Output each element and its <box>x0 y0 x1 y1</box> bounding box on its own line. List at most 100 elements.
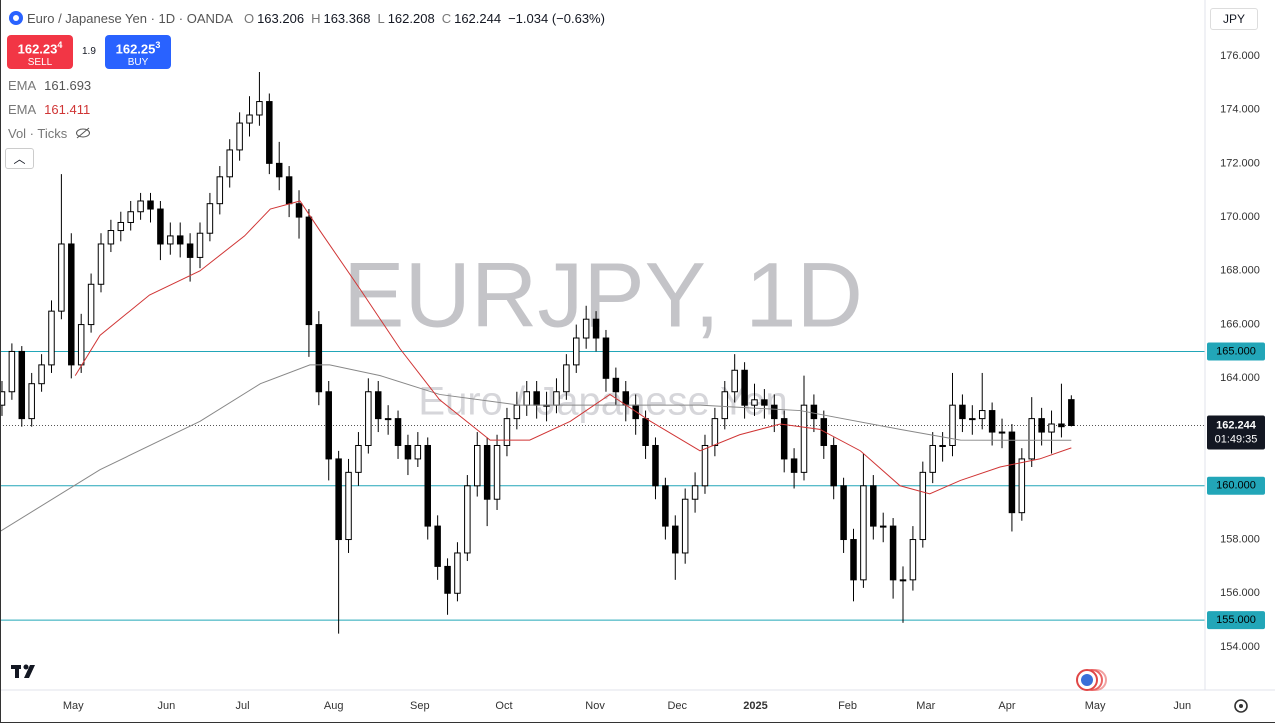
candle-body <box>28 383 35 420</box>
x-tick-label: May <box>1085 700 1106 712</box>
candle-body <box>800 404 808 473</box>
candle-body <box>374 391 382 420</box>
level-label: 160.000 <box>1216 480 1256 492</box>
sell-price: 162.23 <box>17 41 58 57</box>
candle-body <box>790 458 798 473</box>
collapse-button[interactable]: ︿ <box>5 148 34 169</box>
candle-body <box>127 211 134 223</box>
candle-body <box>879 525 887 528</box>
candle-body <box>355 444 362 473</box>
currency-button[interactable]: JPY <box>1210 8 1258 30</box>
event-flag[interactable] <box>1081 674 1093 686</box>
candle-body <box>1008 431 1016 514</box>
buy-button[interactable]: 162.253 BUY <box>105 35 171 69</box>
gear[interactable] <box>1234 699 1248 713</box>
level-badge <box>1207 476 1265 495</box>
candle-body <box>206 203 214 234</box>
indicator-value: 161.411 <box>44 102 91 117</box>
logo-part <box>23 664 29 670</box>
watermark: EURJPY, 1D <box>343 244 863 346</box>
x-tick-label: Jun <box>157 700 175 712</box>
candle-body <box>513 404 521 420</box>
eye <box>76 128 91 138</box>
candle-body <box>711 418 719 446</box>
x-tick-label: Nov <box>585 700 605 712</box>
candle-body <box>414 444 422 460</box>
candle-body <box>602 337 610 379</box>
candle-body <box>761 399 768 406</box>
candle-body <box>978 410 986 420</box>
candle-body <box>493 444 501 500</box>
y-tick-label: 158.000 <box>1220 533 1260 545</box>
candle-body <box>860 485 867 581</box>
candle-body <box>97 243 105 285</box>
axes: 154.000156.000158.000160.000162.000164.0… <box>63 50 1265 712</box>
gear-center[interactable] <box>1239 704 1243 708</box>
candle-body <box>1018 458 1026 514</box>
candle-body <box>236 122 243 151</box>
candle-body <box>365 391 372 446</box>
buy-price-wrap: 162.253 <box>105 38 171 56</box>
candle-body <box>850 539 857 581</box>
candle-body <box>662 485 669 527</box>
candle-body <box>582 318 590 339</box>
sell-button[interactable]: 162.234 SELL <box>7 35 73 69</box>
sell-label: SELL <box>27 57 53 69</box>
y-tick-label: 164.000 <box>1220 372 1260 384</box>
candle-body <box>553 391 560 406</box>
events-icon[interactable] <box>1076 669 1107 691</box>
ohlc-close: 162.244 <box>454 10 502 26</box>
indicator-name: EMA <box>8 78 37 93</box>
candle-body <box>345 471 352 541</box>
candle-body <box>216 176 224 205</box>
candle-body <box>117 221 125 232</box>
candle-body <box>503 418 511 446</box>
indicator-name: Vol · Ticks <box>8 126 68 141</box>
candle-body <box>305 216 313 326</box>
candle-body <box>998 431 1006 434</box>
candle-body <box>721 391 729 420</box>
buy-label: BUY <box>127 57 149 69</box>
x-tick-label: 2025 <box>743 700 767 712</box>
candle-body <box>8 350 16 393</box>
indicator-value: 161.693 <box>44 78 92 93</box>
candle-body <box>454 552 461 594</box>
candle-body <box>889 525 897 581</box>
candle-body <box>642 418 649 446</box>
ohlc-low: 162.208 <box>387 10 435 26</box>
candle-body <box>424 444 431 527</box>
candle-body <box>691 485 699 500</box>
candle-body <box>186 243 194 258</box>
ohlc-key: H <box>311 10 321 26</box>
indicator[interactable]: EMA 161.693 <box>8 78 91 93</box>
candle-body <box>226 149 233 178</box>
candle-body <box>167 235 174 245</box>
settings-icon[interactable] <box>1234 699 1248 713</box>
tv-logo <box>11 664 35 678</box>
candle-body <box>681 498 689 554</box>
candle-body <box>1058 423 1065 428</box>
candle-body <box>157 208 164 245</box>
x-tick-label: Sep <box>410 700 430 712</box>
candle-body <box>285 176 293 205</box>
ohlc-key: L <box>377 10 385 26</box>
candle-body <box>949 404 956 446</box>
hidden-icon[interactable] <box>75 126 91 140</box>
candle-body <box>533 391 540 406</box>
x-tick-label: Jun <box>1173 700 1191 712</box>
candle-body <box>87 283 95 326</box>
indicator[interactable]: Vol · Ticks <box>8 126 91 141</box>
candle-body <box>68 243 75 366</box>
y-tick-label: 172.000 <box>1220 157 1260 169</box>
candle-body <box>969 418 976 421</box>
candle-body <box>38 364 45 385</box>
buy-pip: 3 <box>155 40 161 50</box>
candle-body <box>830 444 837 487</box>
x-tick-label: Dec <box>667 700 687 712</box>
indicator[interactable]: EMA 161.411 <box>8 102 90 117</box>
logo-part <box>24 665 35 678</box>
y-tick-label: 154.000 <box>1220 641 1260 653</box>
candle-body <box>919 471 927 541</box>
